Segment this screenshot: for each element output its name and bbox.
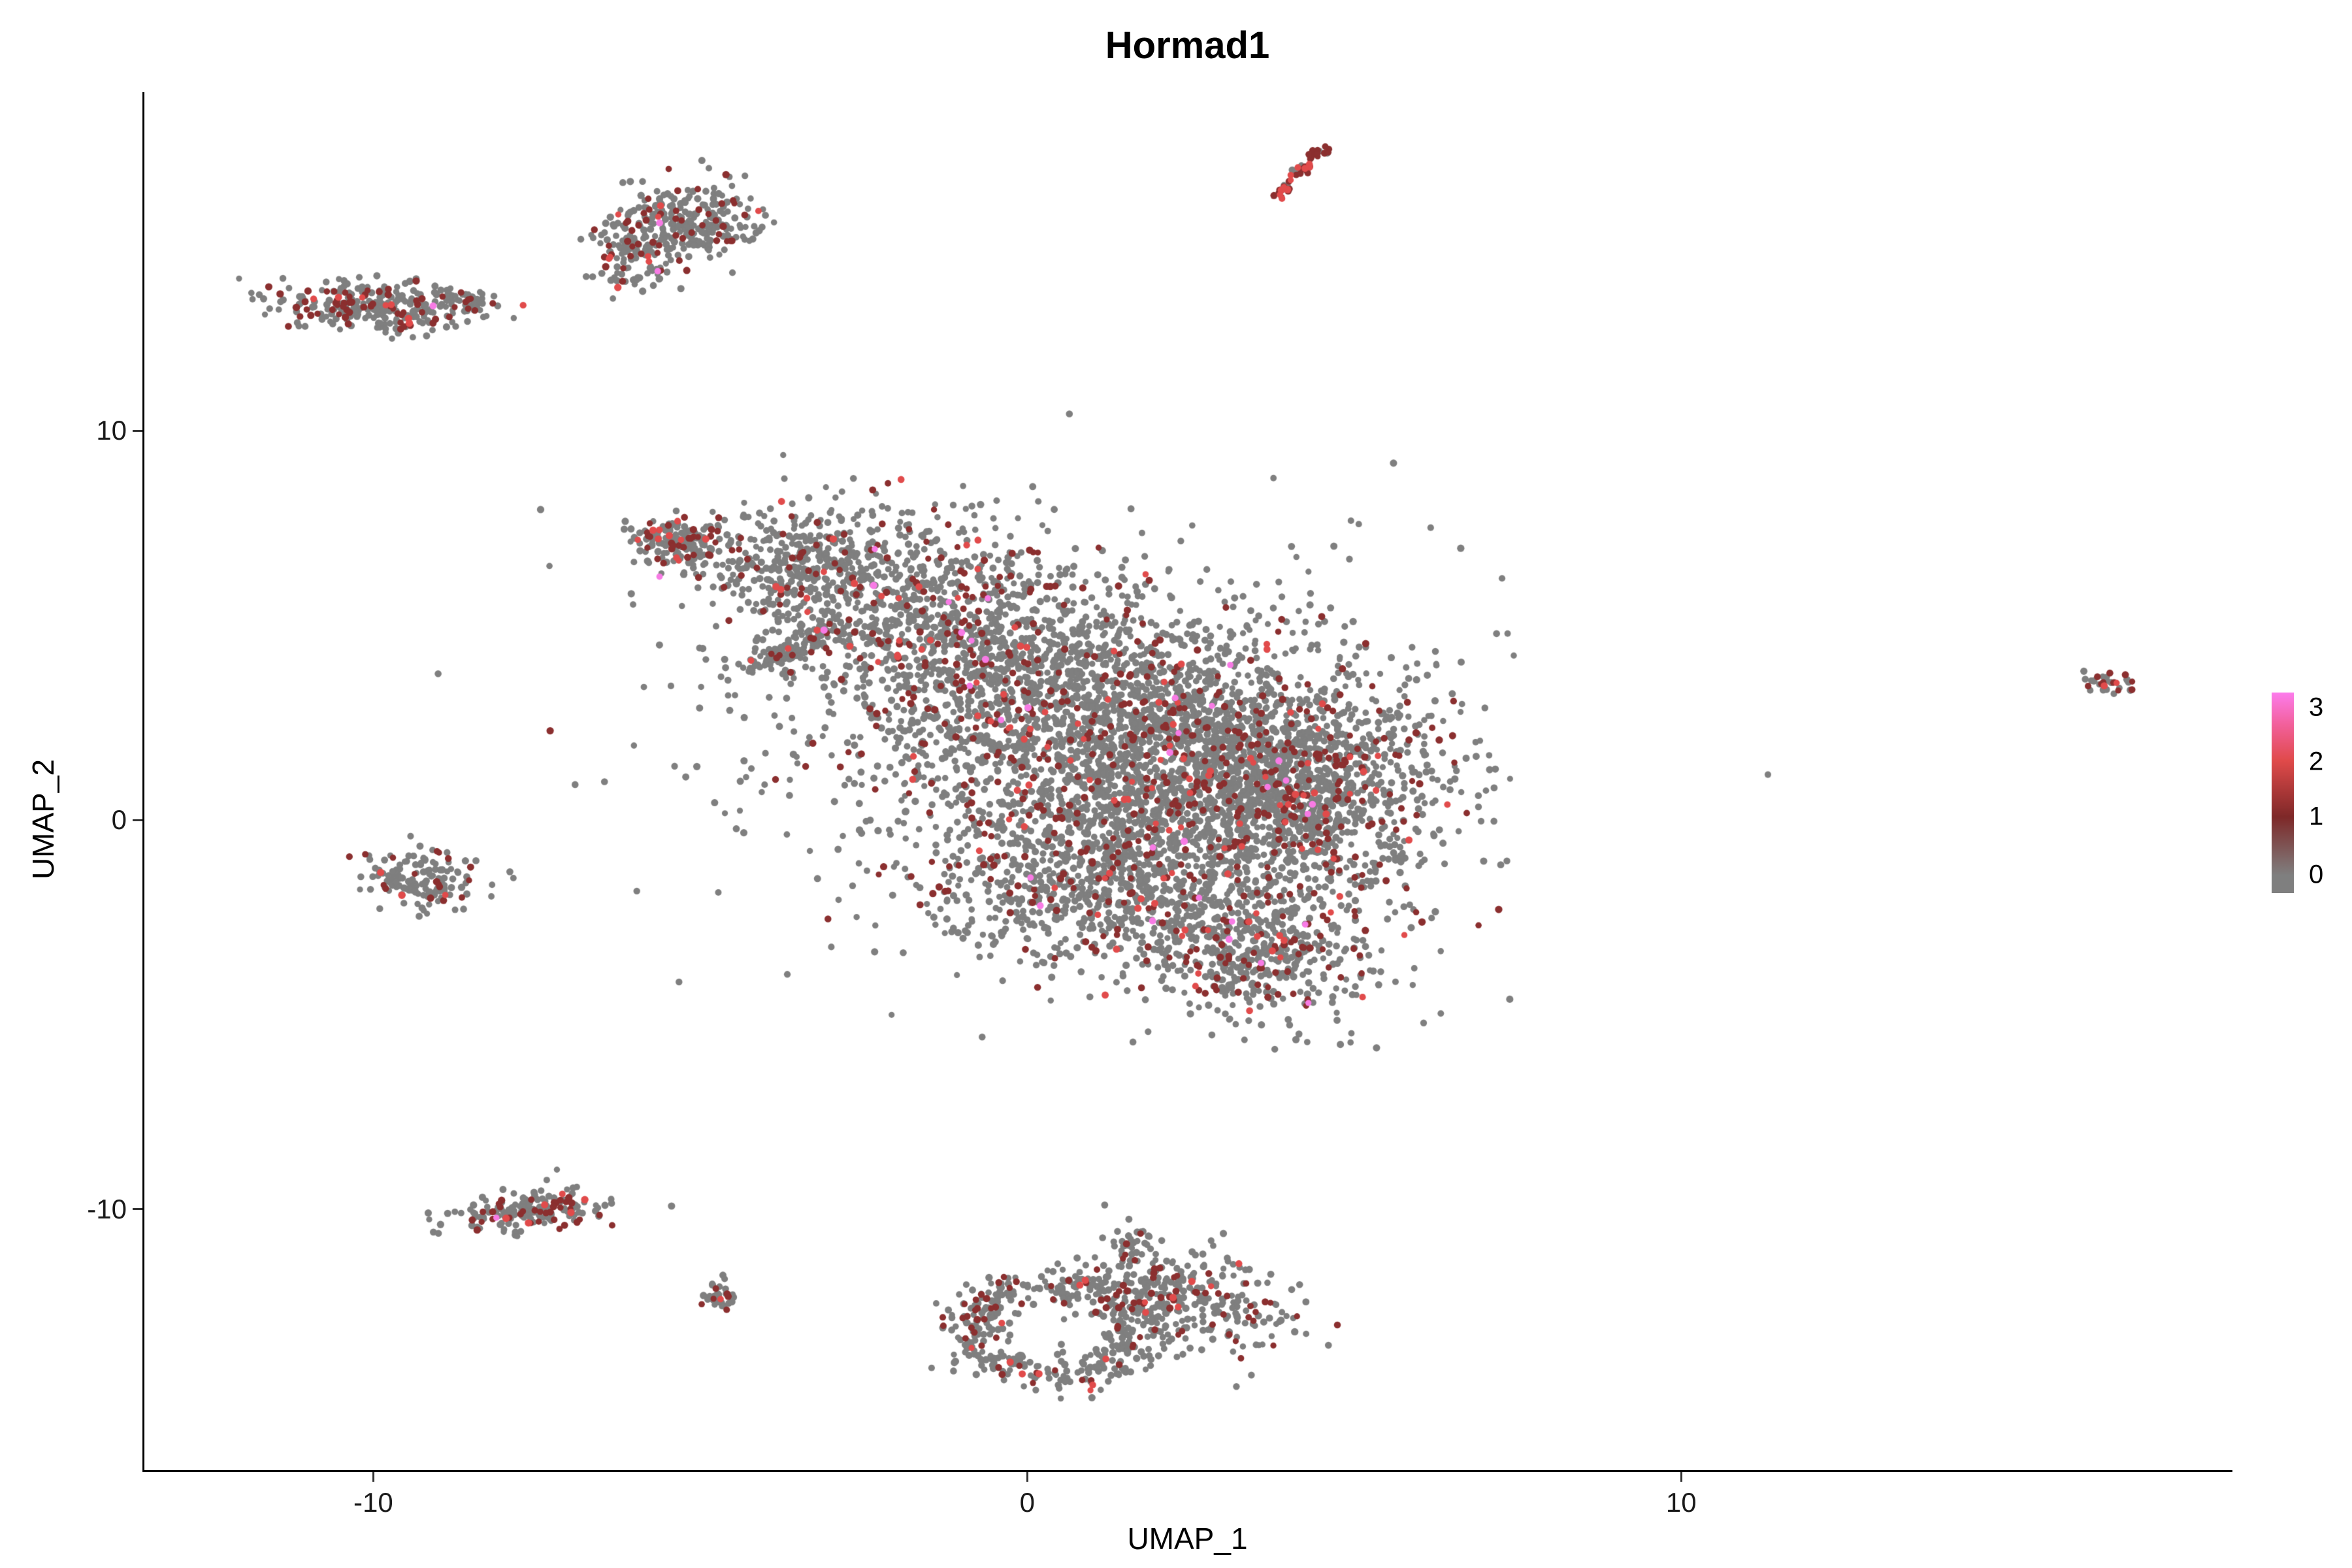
colorbar-label: 1 xyxy=(2309,802,2324,831)
x-tick-label: 10 xyxy=(1665,1487,1697,1518)
x-axis-line xyxy=(142,1470,2232,1472)
scatter-canvas xyxy=(144,92,2230,1470)
x-tick-label: 0 xyxy=(1019,1487,1035,1518)
x-tick-mark xyxy=(372,1472,374,1482)
colorbar-label: 0 xyxy=(2309,860,2324,889)
y-tick-label: 0 xyxy=(111,804,127,836)
plot-title: Hormad1 xyxy=(1105,24,1270,67)
colorbar-label: 3 xyxy=(2309,693,2324,722)
colorbar-label: 2 xyxy=(2309,747,2324,776)
y-tick-mark xyxy=(133,819,142,821)
x-tick-mark xyxy=(1026,1472,1028,1482)
y-tick-label: 10 xyxy=(96,415,127,446)
y-tick-mark xyxy=(133,1208,142,1211)
y-tick-label: -10 xyxy=(87,1193,127,1224)
x-tick-mark xyxy=(1680,1472,1682,1482)
x-axis-title: UMAP_1 xyxy=(1127,1522,1248,1556)
y-tick-mark xyxy=(133,429,142,432)
y-axis-title: UMAP_2 xyxy=(26,759,60,880)
y-axis-line xyxy=(142,92,144,1472)
colorbar-gradient xyxy=(2272,693,2294,893)
x-tick-label: -10 xyxy=(353,1487,393,1518)
